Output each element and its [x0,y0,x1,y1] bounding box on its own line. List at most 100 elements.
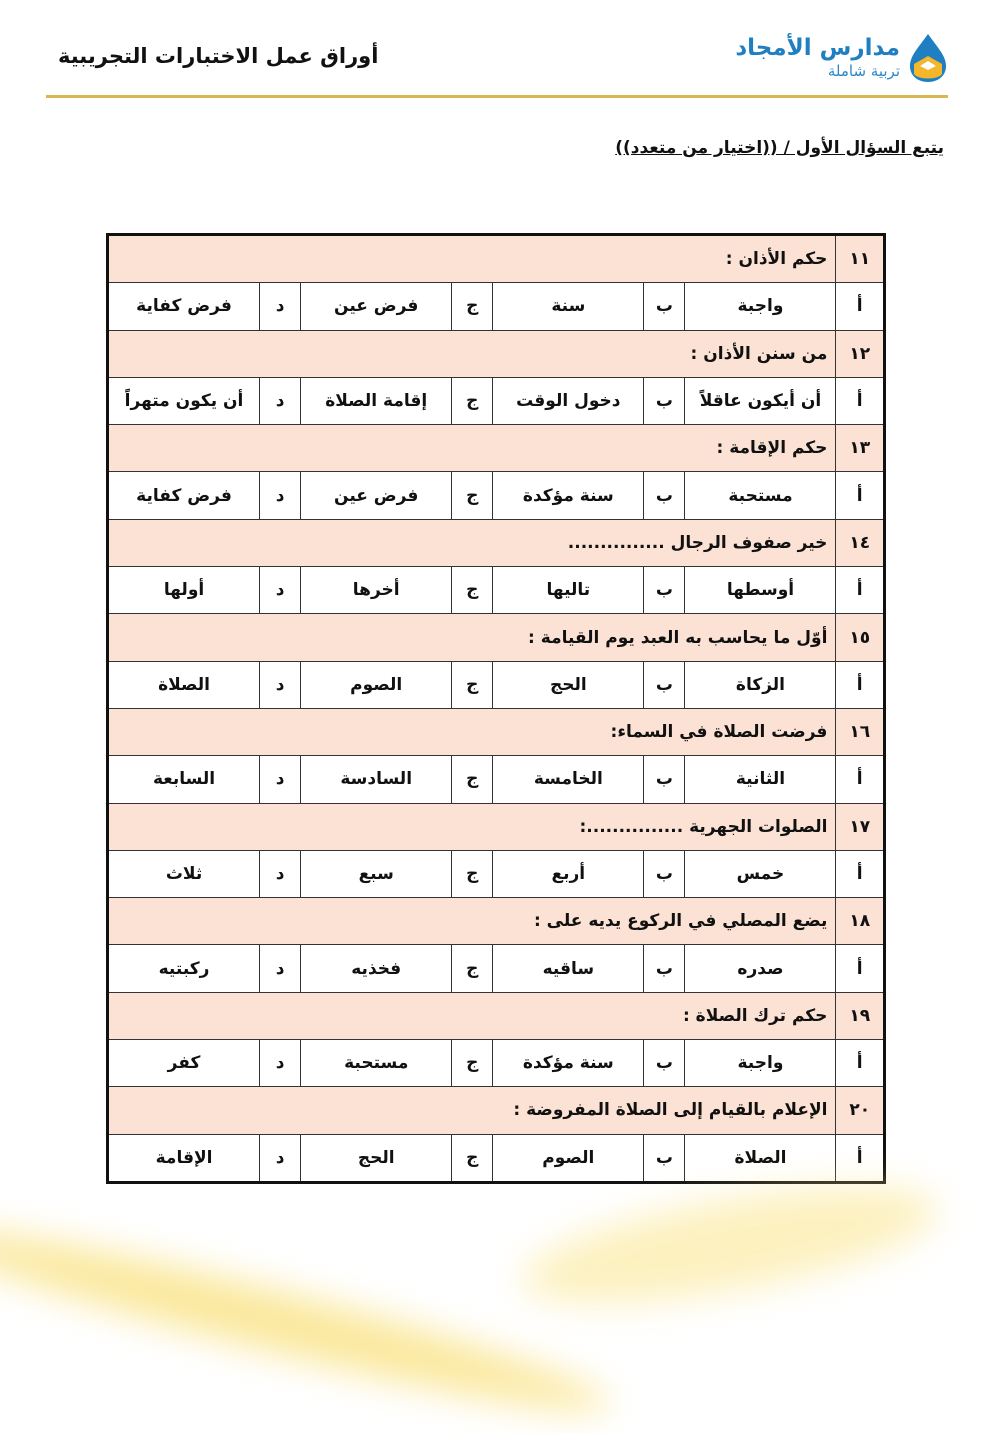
options-row: أ واجبة ب سنة ج فرض عين د فرض كفاية [106,282,885,331]
option-answer[interactable]: الصوم [492,1133,645,1183]
question-number: ١١ [835,233,885,284]
option-letter: ج [451,376,494,426]
option-answer[interactable]: فرض عين [300,471,453,520]
option-letter: ب [643,471,686,520]
option-letter: ج [451,1133,494,1183]
question-row: ١٧ الصلوات الجهرية ...............: [106,802,885,851]
option-letter: ب [643,282,686,331]
option-answer[interactable]: أولها [106,566,261,615]
question-text: خير صفوف الرجال ............... [106,518,837,568]
option-letter: ب [643,1133,686,1183]
question-number: ١٧ [835,802,885,851]
option-answer[interactable]: ثلاث [106,849,261,899]
option-answer[interactable]: أربع [492,849,645,899]
options-row: أ خمس ب أربع ج سبع د ثلاث [106,849,885,899]
option-answer[interactable]: واجبة [684,1039,837,1088]
option-answer[interactable]: أن أيكون عاقلاً [684,376,837,426]
question-text: فرضت الصلاة في السماء: [106,707,837,757]
questions-table: ١١ حكم الأذان : أ واجبة ب سنة ج فرض عين د فرض كفا… [106,233,886,1184]
question-row: ١١ حكم الأذان : [106,233,885,284]
option-answer[interactable]: السابعة [106,755,261,804]
question-row: ١٢ من سنن الأذان : [106,329,885,378]
question-number: ١٦ [835,707,885,757]
option-answer[interactable]: سبع [300,849,453,899]
options-row: أ الزكاة ب الحج ج الصوم د الصلاة [106,660,885,709]
option-answer[interactable]: سنة مؤكدة [492,1039,645,1088]
option-letter: أ [835,566,885,615]
option-letter: ب [643,944,686,993]
option-letter: أ [835,944,885,993]
options-row: أ الثانية ب الخامسة ج السادسة د السابعة [106,755,885,804]
option-answer[interactable]: مستحبة [300,1039,453,1088]
option-letter: ج [451,566,494,615]
header-divider [46,95,948,98]
option-answer[interactable]: أخرها [300,566,453,615]
options-row: أ صدره ب ساقيه ج فخذيه د ركبتيه [106,944,885,993]
option-answer[interactable]: واجبة [684,282,837,331]
option-answer[interactable]: الصلاة [106,660,261,709]
option-letter: ب [643,660,686,709]
option-answer[interactable]: الحج [492,660,645,709]
logo-drop-icon [908,32,948,84]
option-answer[interactable]: إقامة الصلاة [300,376,453,426]
option-answer[interactable]: الحج [300,1133,453,1183]
option-answer[interactable]: الإقامة [106,1133,261,1183]
question-text: حكم الإقامة : [106,424,837,473]
question-text: الصلوات الجهرية ...............: [106,802,837,851]
option-answer[interactable]: خمس [684,849,837,899]
option-answer[interactable]: أوسطها [684,566,837,615]
option-letter: أ [835,1039,885,1088]
option-answer[interactable]: صدره [684,944,837,993]
decorative-streak [0,1206,617,1434]
question-number: ٢٠ [835,1086,885,1135]
option-letter: د [259,376,302,426]
option-letter: ج [451,755,494,804]
question-row: ٢٠ الإعلام بالقيام إلى الصلاة المفروضة : [106,1086,885,1135]
question-row: ١٩ حكم ترك الصلاة : [106,991,885,1041]
option-letter: د [259,282,302,331]
question-row: ١٥ أوّل ما يحاسب به العبد يوم القيامة : [106,613,885,662]
option-letter: ج [451,282,494,331]
option-answer[interactable]: الصلاة [684,1133,837,1183]
option-answer[interactable]: سنة مؤكدة [492,471,645,520]
option-letter: أ [835,471,885,520]
question-number: ١٥ [835,613,885,662]
option-letter: ب [643,566,686,615]
question-text: أوّل ما يحاسب به العبد يوم القيامة : [106,613,837,662]
option-letter: أ [835,849,885,899]
option-answer[interactable]: فرض كفاية [106,471,261,520]
option-answer[interactable]: الزكاة [684,660,837,709]
option-letter: د [259,660,302,709]
option-answer[interactable]: أن يكون متهراً [106,376,261,426]
option-answer[interactable]: مستحبة [684,471,837,520]
question-row: ١٦ فرضت الصلاة في السماء: [106,707,885,757]
option-answer[interactable]: ساقيه [492,944,645,993]
option-answer[interactable]: الصوم [300,660,453,709]
option-answer[interactable]: تاليها [492,566,645,615]
question-number: ١٤ [835,518,885,568]
option-answer[interactable]: فرض كفاية [106,282,261,331]
option-letter: ب [643,849,686,899]
option-letter: ج [451,660,494,709]
question-text: يضع المصلي في الركوع يديه على : [106,897,837,946]
option-answer[interactable]: سنة [492,282,645,331]
option-letter: أ [835,660,885,709]
option-answer[interactable]: ركبتيه [106,944,261,993]
document-title: أوراق عمل الاختبارات التجريبية [58,44,379,68]
option-letter: أ [835,376,885,426]
option-letter: د [259,849,302,899]
option-answer[interactable]: الثانية [684,755,837,804]
logo-name: مدارس الأمجاد [735,35,900,61]
option-answer[interactable]: فخذيه [300,944,453,993]
question-number: ١٩ [835,991,885,1041]
option-letter: ب [643,755,686,804]
option-answer[interactable]: السادسة [300,755,453,804]
question-number: ١٨ [835,897,885,946]
option-answer[interactable]: كفر [106,1039,261,1088]
question-number: ١٣ [835,424,885,473]
question-row: ١٨ يضع المصلي في الركوع يديه على : [106,897,885,946]
option-answer[interactable]: دخول الوقت [492,376,645,426]
option-answer[interactable]: الخامسة [492,755,645,804]
options-row: أ أن أيكون عاقلاً ب دخول الوقت ج إقامة الصلاة… [106,376,885,426]
option-answer[interactable]: فرض عين [300,282,453,331]
